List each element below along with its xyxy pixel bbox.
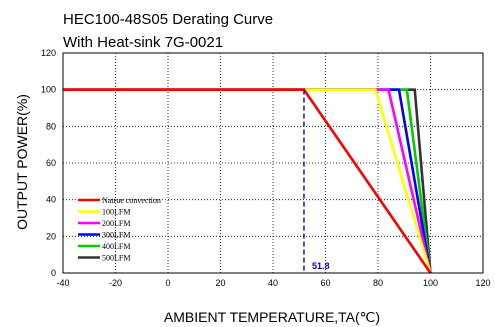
x-tick-label: 80 bbox=[373, 278, 383, 288]
y-tick-label: 100 bbox=[41, 85, 56, 95]
annotations: 51.8 bbox=[303, 89, 330, 273]
x-tick-label: 120 bbox=[475, 278, 490, 288]
legend-label: Natrue convection bbox=[102, 196, 161, 205]
plot-frame bbox=[62, 52, 484, 274]
y-tick-label: 40 bbox=[46, 195, 56, 205]
legend-label: 400LFM bbox=[102, 242, 130, 251]
y-tick-label: 60 bbox=[46, 158, 56, 168]
y-tick-label: 20 bbox=[46, 231, 56, 241]
legend-label: 500LFM bbox=[102, 254, 130, 263]
x-tick-label: -40 bbox=[56, 278, 69, 288]
chart-subtitle: With Heat-sink 7G-0021 bbox=[63, 34, 223, 51]
x-tick-label: 40 bbox=[268, 278, 278, 288]
x-tick-label: 0 bbox=[165, 278, 170, 288]
legend: Natrue convection 100LFM 200LFM 300LFM 400LF… bbox=[78, 196, 161, 263]
y-tick-label: 80 bbox=[46, 121, 56, 131]
x-axis-label: AMBIENT TEMPERATURE,TA(℃) bbox=[164, 309, 380, 325]
chart-title: HEC100-48S05 Derating Curve bbox=[63, 11, 273, 28]
legend-label: 300LFM bbox=[102, 231, 130, 240]
y-axis-label: OUTPUT POWER(%) bbox=[14, 94, 30, 230]
x-tick-label: 60 bbox=[320, 278, 330, 288]
legend-label: 200LFM bbox=[102, 219, 130, 228]
tick-labels: -40 -20 0 20 40 60 80 100 120 0 20 40 60 80 100 120 bbox=[41, 48, 491, 288]
y-tick-label: 0 bbox=[51, 268, 56, 278]
x-tick-label: 100 bbox=[423, 278, 438, 288]
x-tick-label: -20 bbox=[109, 278, 122, 288]
x-tick-label: 20 bbox=[215, 278, 225, 288]
y-tick-label: 120 bbox=[41, 48, 56, 58]
legend-label: 100LFM bbox=[102, 208, 130, 217]
annotation-label: 51.8 bbox=[312, 261, 330, 271]
